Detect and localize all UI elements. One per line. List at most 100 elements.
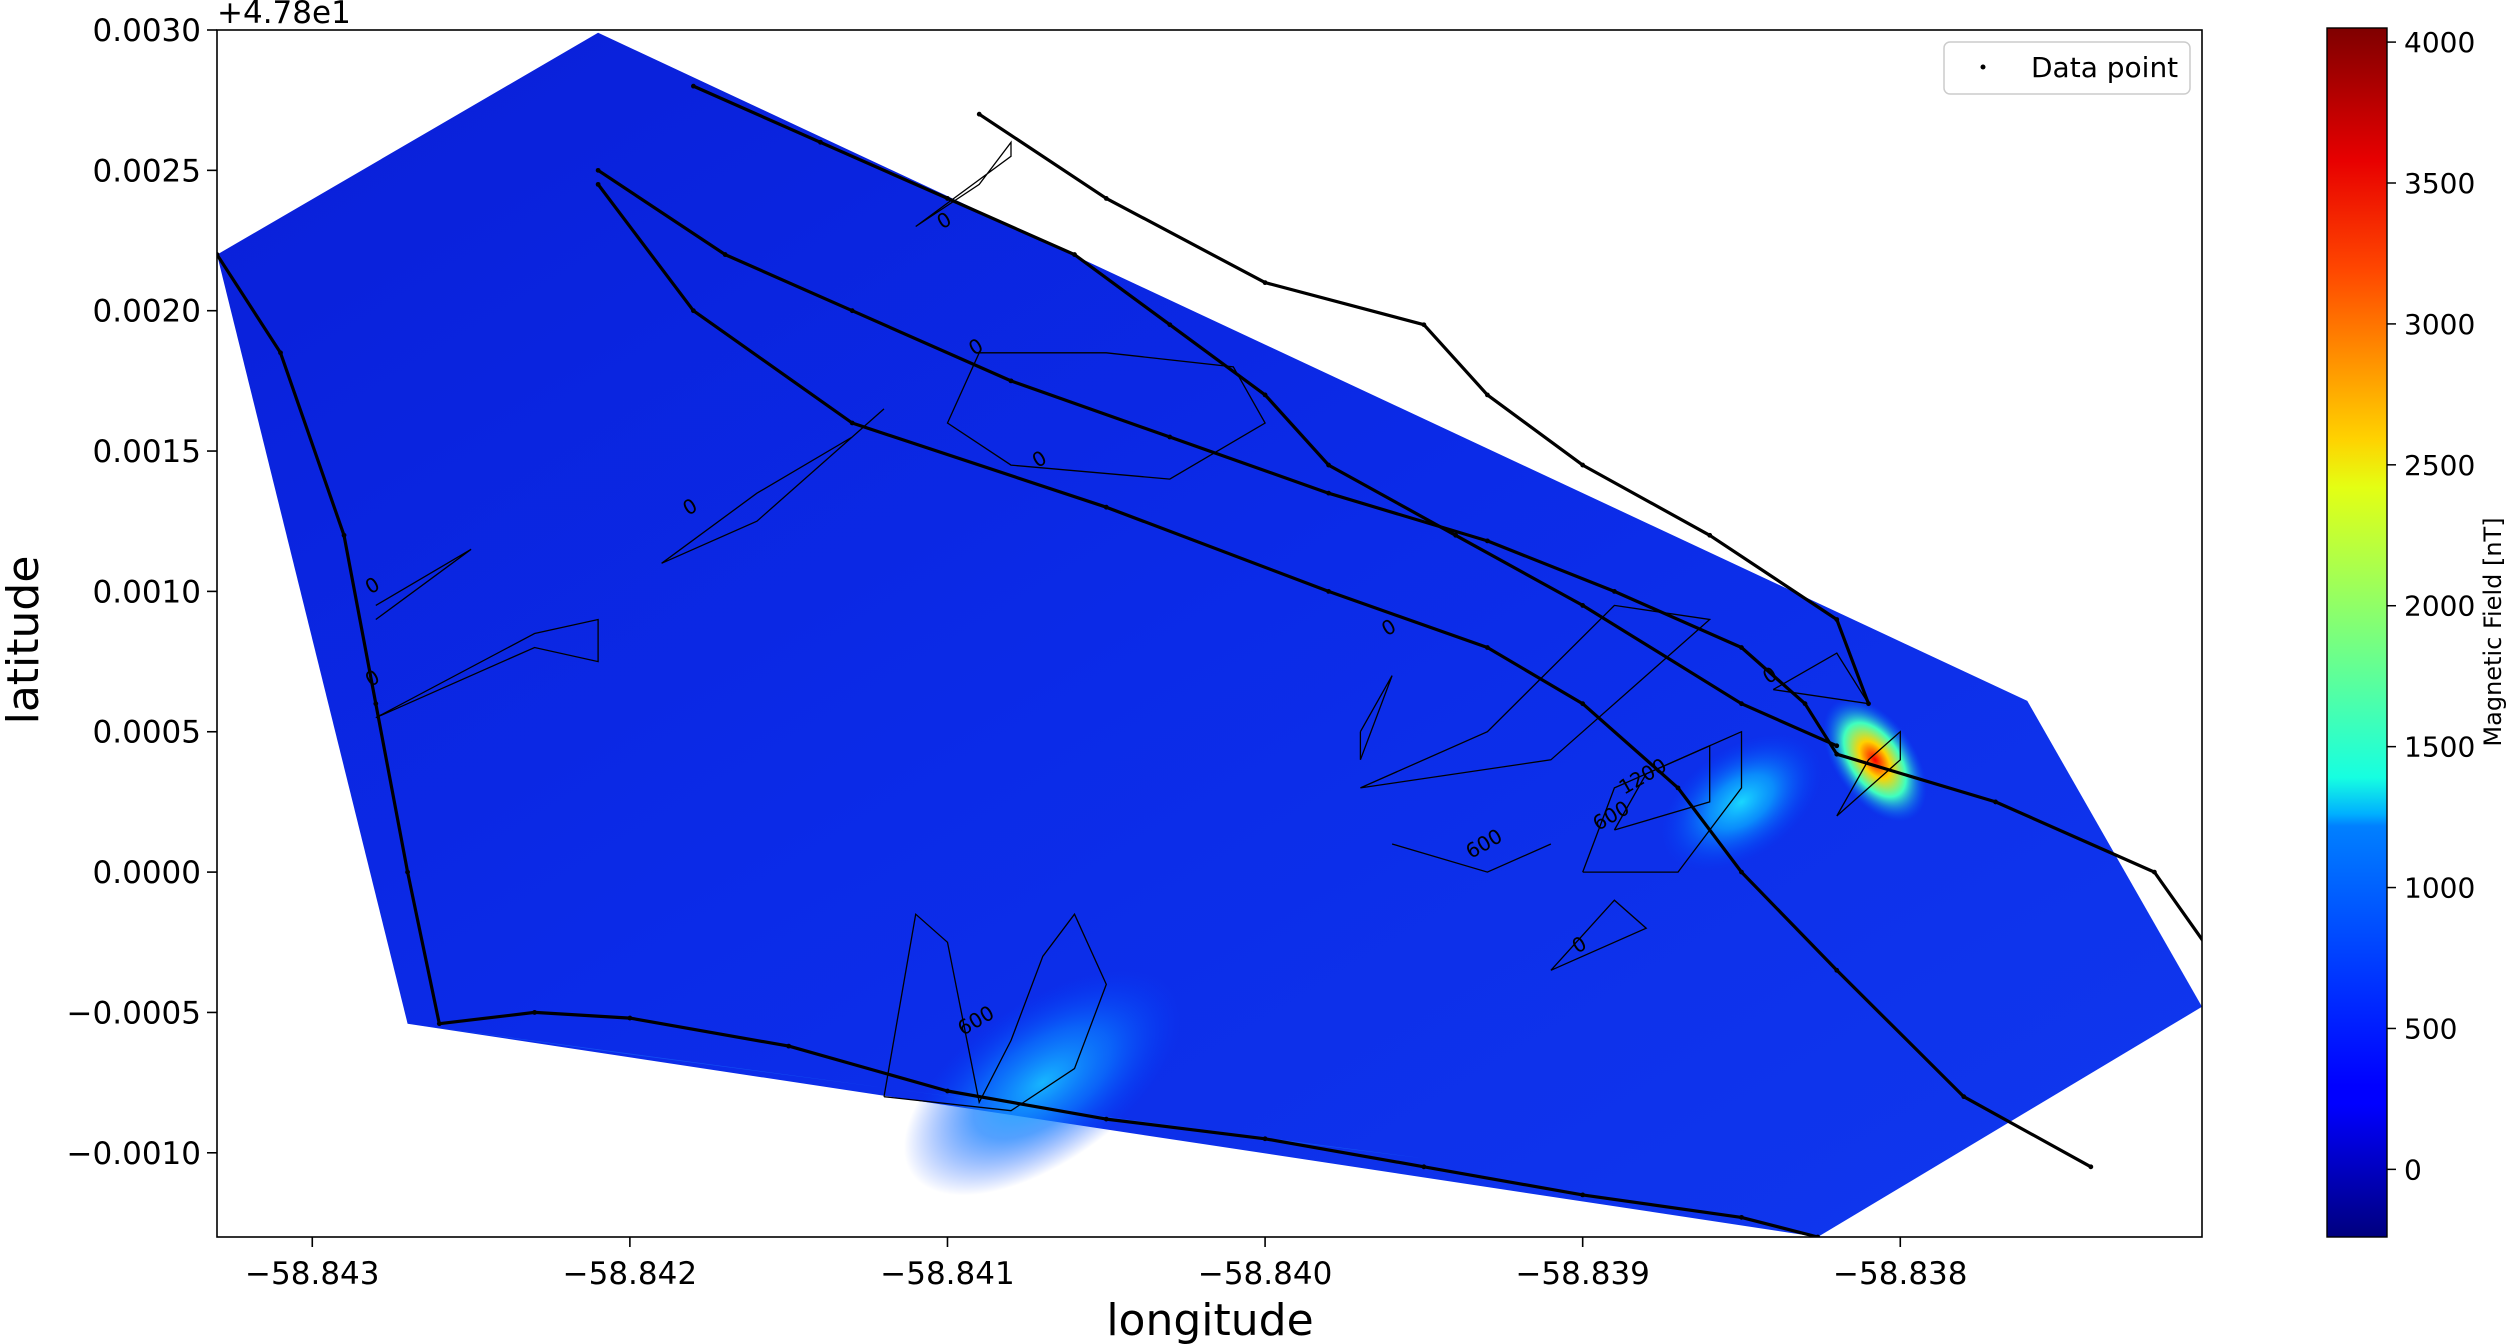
data-point <box>1485 645 1490 650</box>
y-tick-label: 0.0000 <box>93 855 201 891</box>
data-point <box>786 1043 792 1049</box>
data-point <box>1072 252 1077 257</box>
y-tick-label: 0.0010 <box>93 574 201 610</box>
track-line <box>597 168 2202 943</box>
contour-0 <box>375 548 472 621</box>
data-point <box>1580 462 1586 468</box>
data-point <box>691 308 696 314</box>
data-point <box>532 1010 537 1015</box>
legend: Data point <box>1943 41 2191 95</box>
data-point <box>1167 322 1173 328</box>
contour-600 <box>1582 730 1743 873</box>
legend-entry-data-point: Data point <box>2031 51 2178 84</box>
x-tick-label: −58.838 <box>1833 1256 1967 1292</box>
x-tick-label: −58.839 <box>1515 1256 1649 1292</box>
anomaly-glow <box>903 969 1182 1196</box>
x-tick-label: −58.840 <box>1198 1256 1332 1292</box>
colorbar-tick-label: 4000 <box>2404 26 2475 59</box>
data-point <box>1326 588 1331 594</box>
x-tick-label: −58.841 <box>880 1256 1014 1292</box>
colorbar-tick-label: 500 <box>2404 1012 2457 1045</box>
data-point <box>691 83 696 89</box>
data-point <box>1675 785 1681 791</box>
data-point <box>849 308 855 314</box>
data-point <box>1326 490 1331 496</box>
contour-0 <box>915 140 1012 228</box>
data-point <box>595 181 601 187</box>
data-point <box>1580 701 1586 707</box>
x-axis-title: longitude <box>1106 1295 1313 1344</box>
colorbar-tick-label: 2500 <box>2404 449 2475 482</box>
contour-0 <box>661 408 885 564</box>
data-point <box>405 869 410 875</box>
contour-600 <box>883 912 1108 1112</box>
data-point <box>1707 532 1713 538</box>
contour-1200 <box>1613 744 1711 831</box>
data-point <box>1453 532 1459 538</box>
data-point <box>945 1088 950 1094</box>
field-surface <box>217 32 2202 1237</box>
colorbar-ticks: 0 500 1000 1500 2000 2500 3000 3500 4000 <box>2387 26 2475 1186</box>
legend-marker <box>1980 64 1986 70</box>
data-point <box>436 1021 442 1027</box>
contour-0 <box>375 618 599 719</box>
x-tick-label: −58.842 <box>563 1256 697 1292</box>
data-point <box>1485 392 1490 398</box>
data-point <box>1262 280 1268 286</box>
data-point <box>595 167 601 173</box>
colorbar-tick-label: 2000 <box>2404 590 2475 623</box>
data-point <box>2247 1004 2252 1009</box>
contour-0 <box>946 352 1266 480</box>
data-point <box>1485 538 1490 544</box>
colorbar-tick-label: 1000 <box>2404 872 2475 905</box>
contour-0 <box>1772 652 1870 705</box>
data-point <box>1802 701 1808 707</box>
x-axis: −58.843 −58.842 −58.841 −58.840 −58.839 −58.8… <box>245 1237 1968 1292</box>
colorbar-title: Magnetic Field [nT] <box>2479 517 2507 746</box>
contour-0 <box>1359 675 1393 761</box>
y-tick-label: −0.0010 <box>67 1136 201 1172</box>
data-point <box>976 111 982 117</box>
y-tick-label: 0.0015 <box>93 434 201 470</box>
colorbar: 0 500 1000 1500 2000 2500 3000 3500 4000 Magneti… <box>2326 26 2507 1238</box>
data-point <box>341 532 347 538</box>
survey-area <box>217 32 2202 1237</box>
data-point <box>722 252 728 257</box>
contour-0 <box>1550 899 1648 971</box>
data-point <box>627 1015 633 1021</box>
colorbar-tick-label: 3000 <box>2404 308 2475 341</box>
data-point <box>1262 1136 1268 1142</box>
data-point <box>1739 1214 1744 1220</box>
data-point <box>1103 196 1109 201</box>
y-axis-title: latitude <box>0 556 49 725</box>
anomaly-glow <box>1823 698 1927 822</box>
data-point <box>1834 967 1840 973</box>
data-point <box>849 420 855 426</box>
legend-box <box>1943 41 2191 95</box>
data-point <box>1961 1094 1967 1100</box>
y-tick-label: 0.0020 <box>93 294 201 330</box>
data-point <box>1834 617 1840 622</box>
data-point <box>818 139 823 145</box>
contour-lines <box>375 140 1901 1112</box>
data-point <box>1167 434 1173 440</box>
data-point <box>1739 869 1744 875</box>
data-point <box>1993 799 1998 805</box>
colorbar-gradient <box>2326 27 2388 1238</box>
axes-frame <box>216 29 2203 1238</box>
y-tick-label: 0.0030 <box>93 13 201 49</box>
contour-600 <box>1391 843 1552 873</box>
data-point <box>1866 701 1871 707</box>
data-point-tracks <box>217 83 2252 1237</box>
colorbar-tick-label: 1500 <box>2404 731 2475 764</box>
data-point <box>1421 1164 1427 1170</box>
contour-1200 <box>1836 730 1901 817</box>
data-point <box>1739 701 1744 707</box>
data-point <box>373 701 379 707</box>
data-point <box>1739 645 1744 650</box>
y-offset-text: +4.78e1 <box>217 0 351 31</box>
colorbar-tick-label: 0 <box>2404 1153 2422 1186</box>
data-point <box>1834 743 1840 749</box>
anomaly-glow <box>1661 733 1822 871</box>
